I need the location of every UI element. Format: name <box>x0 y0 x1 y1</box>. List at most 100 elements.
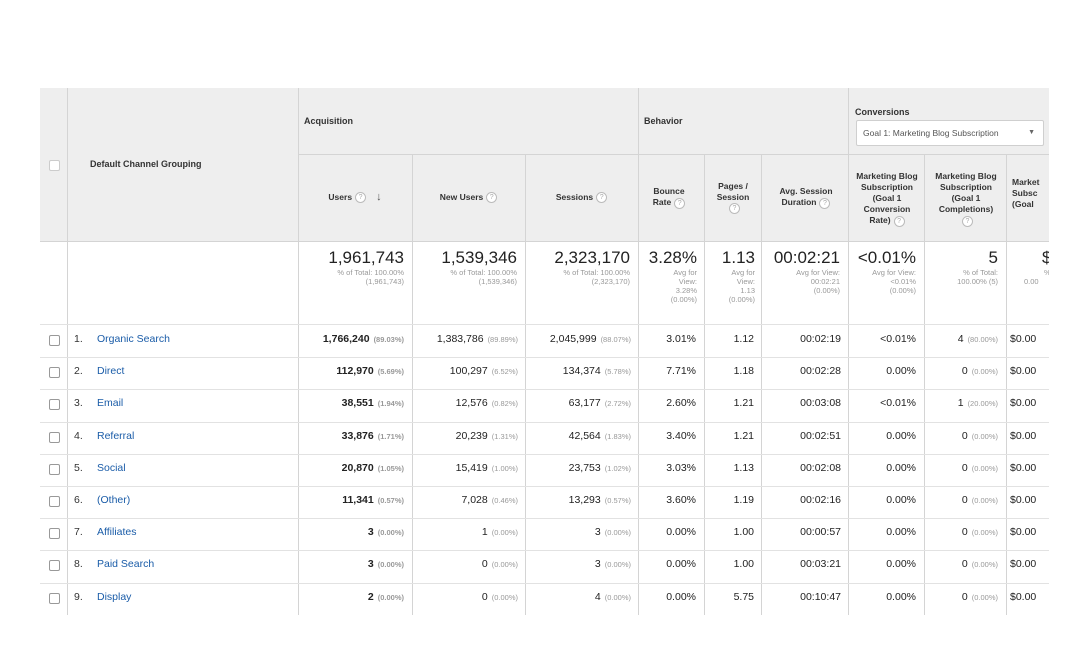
users-cell-percent: (0.00%) <box>377 560 404 570</box>
goal-select-dropdown[interactable]: Goal 1: Marketing Blog Subscription ▼ <box>856 120 1044 146</box>
users-cell-percent: (0.57%) <box>377 496 404 505</box>
pages-session-column-header[interactable]: Pages / Session? <box>716 180 750 215</box>
sessions-cell: 13,293 (0.57%) <box>525 494 631 506</box>
new-users-cell: 100,297 (6.52%) <box>412 365 518 377</box>
completions-cell-value: 0 <box>961 365 968 378</box>
new-users-column-header[interactable]: New Users? <box>412 154 525 241</box>
sessions-cell-value: 13,293 <box>568 494 601 506</box>
help-icon[interactable]: ? <box>893 215 905 227</box>
table-row: 8. Paid Search 3 (0.00%) 0 (0.00%) 3 (0.00%) 0.0… <box>40 550 1049 582</box>
new-users-cell-value: 20,239 <box>455 429 488 442</box>
behavior-group-label: Behavior <box>644 116 683 126</box>
conversion-rate-cell: <0.01% <box>880 397 916 410</box>
help-icon[interactable]: ? <box>729 203 740 215</box>
users-column-header[interactable]: Users? ↓ <box>328 191 382 203</box>
conversion-rate-column-header[interactable]: Marketing Blog Subscription (Goal 1 Conv… <box>856 171 918 227</box>
goal-value-cell: $0.00 <box>1010 333 1037 345</box>
sessions-cell: 63,177 (2.72%) <box>525 397 631 409</box>
goal-value-column-header[interactable]: Market Subsc (Goal <box>1012 176 1040 209</box>
channel-link[interactable]: Social <box>97 461 126 474</box>
pages-session-cell: 1.13 <box>733 461 754 474</box>
users-cell: 33,876 (1.71%) <box>298 430 404 442</box>
conversion-rate-cell: 0.00% <box>886 526 916 539</box>
completions-cell-percent: (0.00%) <box>971 560 998 570</box>
channel-link[interactable]: Direct <box>97 365 125 378</box>
completions-cell-percent: (0.00%) <box>971 496 998 505</box>
new-users-cell: 0 (0.00%) <box>412 591 518 603</box>
sessions-cell: 23,753 (1.02%) <box>525 462 631 474</box>
bounce-rate-cell: 0.00% <box>666 558 696 571</box>
channel-link[interactable]: Organic Search <box>97 333 170 345</box>
bounce-rate-cell: 0.00% <box>666 526 696 539</box>
new-users-cell: 7,028 (0.46%) <box>412 494 518 506</box>
acquisition-group-label: Acquisition <box>304 116 353 126</box>
help-icon[interactable]: ? <box>355 192 367 203</box>
row-checkbox[interactable] <box>49 592 60 604</box>
users-cell-percent: (1.05%) <box>377 463 404 473</box>
completions-column-header[interactable]: Marketing Blog Subscription (Goal 1 Comp… <box>935 171 997 227</box>
new-users-total: 1,539,346 % of Total: 100.00% (1,539,346… <box>441 248 517 286</box>
row-checkbox[interactable] <box>49 528 60 540</box>
row-checkbox[interactable] <box>49 463 60 475</box>
row-number: 9. <box>74 590 83 603</box>
help-icon[interactable]: ? <box>962 215 973 227</box>
conversion-rate-cell: 0.00% <box>886 461 916 474</box>
users-cell: 112,970 (5.69%) <box>298 365 404 377</box>
goal-value-cell: $0.00 <box>1010 590 1037 603</box>
completions-cell-percent: (0.00%) <box>971 463 998 473</box>
table-row: 1. Organic Search 1,766,240 (89.03%) 1,383,7… <box>40 325 1049 357</box>
completions-cell-percent: (20.00%) <box>967 399 998 409</box>
sort-down-arrow-icon[interactable]: ↓ <box>376 191 382 203</box>
row-checkbox[interactable] <box>49 335 60 346</box>
table-row: 2. Direct 112,970 (5.69%) 100,297 (6.52%) 134,… <box>40 357 1049 389</box>
users-cell-percent: (89.03%) <box>373 335 404 344</box>
bounce-rate-column-header[interactable]: Bounce Rate? <box>652 186 686 209</box>
users-cell-value: 2 <box>367 590 374 603</box>
bounce-rate-total: 3.28% Avg for View: 3.28% (0.00%) <box>648 248 697 304</box>
new-users-cell-percent: (0.00%) <box>491 560 518 570</box>
sessions-cell-value: 42,564 <box>568 429 601 442</box>
select-all-checkbox[interactable] <box>49 160 60 171</box>
channel-link[interactable]: Referral <box>97 429 135 442</box>
avg-session-duration-cell: 00:02:16 <box>800 494 841 506</box>
goal-value-cell: $0.00 <box>1010 558 1037 571</box>
channel-link[interactable]: Affiliates <box>97 526 137 539</box>
row-checkbox[interactable] <box>49 399 60 411</box>
completions-cell-percent: (0.00%) <box>971 431 998 441</box>
row-checkbox[interactable] <box>49 496 60 507</box>
row-number: 8. <box>74 558 83 571</box>
goal-value-cell: $0.00 <box>1010 365 1037 378</box>
help-icon[interactable]: ? <box>486 192 498 203</box>
new-users-cell-percent: (0.46%) <box>491 496 518 505</box>
sessions-cell-percent: (88.07%) <box>600 335 631 344</box>
conversion-rate-cell: <0.01% <box>880 333 916 345</box>
goal-select-value: Goal 1: Marketing Blog Subscription <box>863 128 999 138</box>
row-checkbox[interactable] <box>49 560 60 572</box>
new-users-cell-value: 0 <box>481 558 488 571</box>
sessions-column-header[interactable]: Sessions? <box>525 154 638 241</box>
avg-session-duration-cell: 00:00:57 <box>800 526 841 539</box>
users-cell-percent: (0.00%) <box>377 592 404 602</box>
pages-session-cell: 1.00 <box>733 558 754 571</box>
conversions-group-label: Conversions <box>855 107 910 117</box>
help-icon[interactable]: ? <box>674 197 686 209</box>
row-checkbox[interactable] <box>49 367 60 379</box>
channel-link[interactable]: Email <box>97 397 124 410</box>
row-checkbox[interactable] <box>49 431 60 443</box>
users-cell: 20,870 (1.05%) <box>298 462 404 474</box>
avg-session-duration-column-header[interactable]: Avg. Session Duration? <box>779 186 833 209</box>
bounce-rate-cell: 3.60% <box>666 494 696 506</box>
sessions-cell-value: 134,374 <box>562 365 601 378</box>
dimension-header[interactable]: Default Channel Grouping <box>90 159 202 169</box>
channel-link[interactable]: Display <box>97 590 132 603</box>
new-users-cell: 0 (0.00%) <box>412 558 518 570</box>
sessions-cell-value: 4 <box>594 590 601 603</box>
conversion-rate-cell: 0.00% <box>886 494 916 506</box>
help-icon[interactable]: ? <box>819 197 831 209</box>
help-icon[interactable]: ? <box>596 192 608 203</box>
users-cell-value: 3 <box>367 526 374 539</box>
channel-link[interactable]: (Other) <box>97 494 131 506</box>
new-users-cell: 12,576 (0.82%) <box>412 397 518 409</box>
completions-cell: 0 (0.00%) <box>924 526 998 538</box>
channel-link[interactable]: Paid Search <box>97 558 155 571</box>
